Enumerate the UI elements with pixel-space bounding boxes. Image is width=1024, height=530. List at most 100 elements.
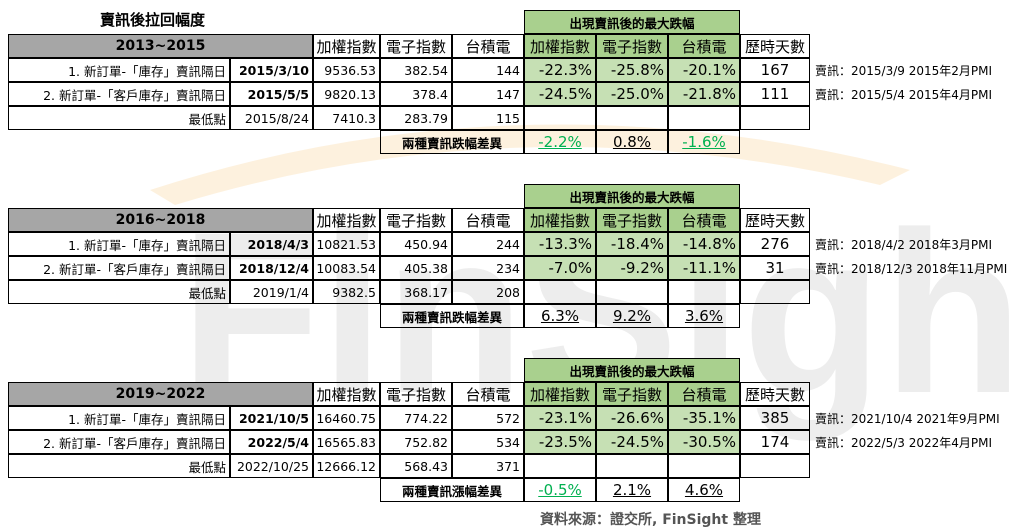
electronics-max-drop: -26.6%	[596, 406, 668, 430]
diff-value: -0.5%	[524, 478, 596, 502]
electronics-value: 774.22	[380, 406, 452, 430]
column-header: 台積電	[452, 382, 524, 406]
signal-note: 賣訊：2021/10/4 2021年9月PMI	[815, 411, 1000, 426]
taiex-value: 9820.13	[313, 82, 380, 106]
column-header: 電子指數	[380, 382, 452, 406]
duration-days: 174	[740, 430, 810, 454]
taiex-max-drop: -7.0%	[524, 256, 596, 280]
duration-days	[740, 106, 810, 130]
electronics-value: 450.94	[380, 232, 452, 256]
column-header: 加權指數	[524, 34, 596, 58]
column-header: 台積電	[668, 208, 740, 232]
taiex-max-drop: -23.1%	[524, 406, 596, 430]
row-label: 2. 新訂單-「客戶庫存」賣訊隔日	[8, 82, 230, 106]
column-header: 加權指數	[313, 208, 380, 232]
taiex-max-drop: -23.5%	[524, 430, 596, 454]
diff-label: 兩種賣訊跌幅差異	[380, 130, 524, 154]
row-label: 1. 新訂單-「庫存」賣訊隔日	[8, 406, 230, 430]
diff-value: 0.8%	[596, 130, 668, 154]
electronics-max-drop	[596, 280, 668, 304]
source-note: 資料來源：證交所, FinSight 整理	[540, 512, 761, 528]
signal-note: 賣訊：2015/3/9 2015年2月PMI	[815, 63, 993, 78]
electronics-value: 378.4	[380, 82, 452, 106]
electronics-max-drop	[596, 454, 668, 478]
tsmc-value: 534	[452, 430, 524, 454]
row-label: 最低點	[8, 106, 230, 130]
diff-value: 2.1%	[596, 478, 668, 502]
duration-days	[740, 280, 810, 304]
tsmc-max-drop	[668, 280, 740, 304]
signal-date: 2015/5/5	[230, 82, 313, 106]
max-drop-header: 出現賣訊後的最大跌幅	[524, 10, 740, 34]
electronics-max-drop: -18.4%	[596, 232, 668, 256]
column-header: 電子指數	[380, 34, 452, 58]
period-header: 2013~2015	[8, 34, 313, 58]
signal-date: 2022/10/25	[230, 454, 313, 478]
tsmc-max-drop	[668, 106, 740, 130]
row-label: 1. 新訂單-「庫存」賣訊隔日	[8, 232, 230, 256]
electronics-max-drop: -9.2%	[596, 256, 668, 280]
taiex-max-drop	[524, 106, 596, 130]
diff-value: 3.6%	[668, 304, 740, 328]
column-header: 台積電	[452, 34, 524, 58]
diff-value: 4.6%	[668, 478, 740, 502]
column-header: 加權指數	[524, 382, 596, 406]
diff-value: 6.3%	[524, 304, 596, 328]
diff-label: 兩種賣訊漲幅差異	[380, 478, 524, 502]
signal-date: 2018/4/3	[230, 232, 313, 256]
column-header: 台積電	[668, 382, 740, 406]
signal-date: 2015/3/10	[230, 58, 313, 82]
electronics-value: 368.17	[380, 280, 452, 304]
signal-note: 賣訊：2015/5/4 2015年4月PMI	[815, 87, 993, 102]
diff-value: -2.2%	[524, 130, 596, 154]
electronics-max-drop	[596, 106, 668, 130]
row-label: 2. 新訂單-「客戶庫存」賣訊隔日	[8, 256, 230, 280]
taiex-value: 9382.5	[313, 280, 380, 304]
diff-label: 兩種賣訊跌幅差異	[380, 304, 524, 328]
duration-days: 111	[740, 82, 810, 106]
row-label: 最低點	[8, 454, 230, 478]
signal-date: 2015/8/24	[230, 106, 313, 130]
taiex-value: 7410.3	[313, 106, 380, 130]
electronics-value: 283.79	[380, 106, 452, 130]
tsmc-max-drop: -21.8%	[668, 82, 740, 106]
tsmc-value: 208	[452, 280, 524, 304]
duration-days: 385	[740, 406, 810, 430]
column-header: 歷時天數	[740, 34, 810, 58]
taiex-max-drop: -24.5%	[524, 82, 596, 106]
max-drop-header: 出現賣訊後的最大跌幅	[524, 184, 740, 208]
table-title: 賣訊後拉回幅度	[100, 10, 206, 29]
electronics-max-drop: -24.5%	[596, 430, 668, 454]
column-header: 電子指數	[596, 34, 668, 58]
taiex-value: 9536.53	[313, 58, 380, 82]
tsmc-value: 572	[452, 406, 524, 430]
tsmc-value: 244	[452, 232, 524, 256]
max-drop-header: 出現賣訊後的最大跌幅	[524, 358, 740, 382]
duration-days	[740, 454, 810, 478]
row-label: 2. 新訂單-「客戶庫存」賣訊隔日	[8, 430, 230, 454]
tsmc-value: 144	[452, 58, 524, 82]
tsmc-max-drop: -35.1%	[668, 406, 740, 430]
column-header: 電子指數	[380, 208, 452, 232]
taiex-max-drop	[524, 454, 596, 478]
period-header: 2019~2022	[8, 382, 313, 406]
tsmc-max-drop	[668, 454, 740, 478]
row-label: 最低點	[8, 280, 230, 304]
column-header: 電子指數	[596, 382, 668, 406]
electronics-max-drop: -25.0%	[596, 82, 668, 106]
column-header: 歷時天數	[740, 208, 810, 232]
tsmc-max-drop: -11.1%	[668, 256, 740, 280]
signal-note: 賣訊：2018/4/2 2018年3月PMI	[815, 237, 993, 252]
electronics-value: 405.38	[380, 256, 452, 280]
signal-date: 2022/5/4	[230, 430, 313, 454]
tsmc-value: 115	[452, 106, 524, 130]
tsmc-max-drop: -20.1%	[668, 58, 740, 82]
taiex-value: 10821.53	[313, 232, 380, 256]
signal-date: 2019/1/4	[230, 280, 313, 304]
duration-days: 276	[740, 232, 810, 256]
taiex-value: 12666.12	[313, 454, 380, 478]
taiex-max-drop: -13.3%	[524, 232, 596, 256]
electronics-value: 568.43	[380, 454, 452, 478]
tsmc-max-drop: -30.5%	[668, 430, 740, 454]
column-header: 台積電	[452, 208, 524, 232]
